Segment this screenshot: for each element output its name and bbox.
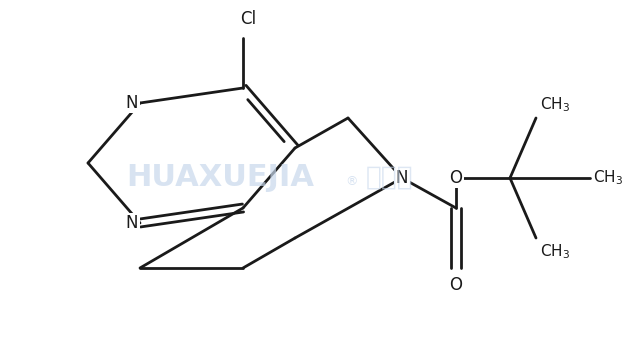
Text: CH$_3$: CH$_3$	[540, 95, 570, 114]
Text: CH$_3$: CH$_3$	[593, 169, 623, 187]
Text: O: O	[450, 169, 463, 187]
Text: CH$_3$: CH$_3$	[540, 242, 570, 261]
Text: ®: ®	[345, 176, 357, 188]
Text: N: N	[126, 94, 138, 112]
Text: 化学家: 化学家	[366, 165, 414, 191]
Text: Cl: Cl	[240, 10, 256, 28]
Text: N: N	[126, 214, 138, 232]
Text: N: N	[396, 169, 408, 187]
Text: O: O	[450, 276, 463, 294]
Text: HUAXUEJIA: HUAXUEJIA	[126, 163, 314, 193]
